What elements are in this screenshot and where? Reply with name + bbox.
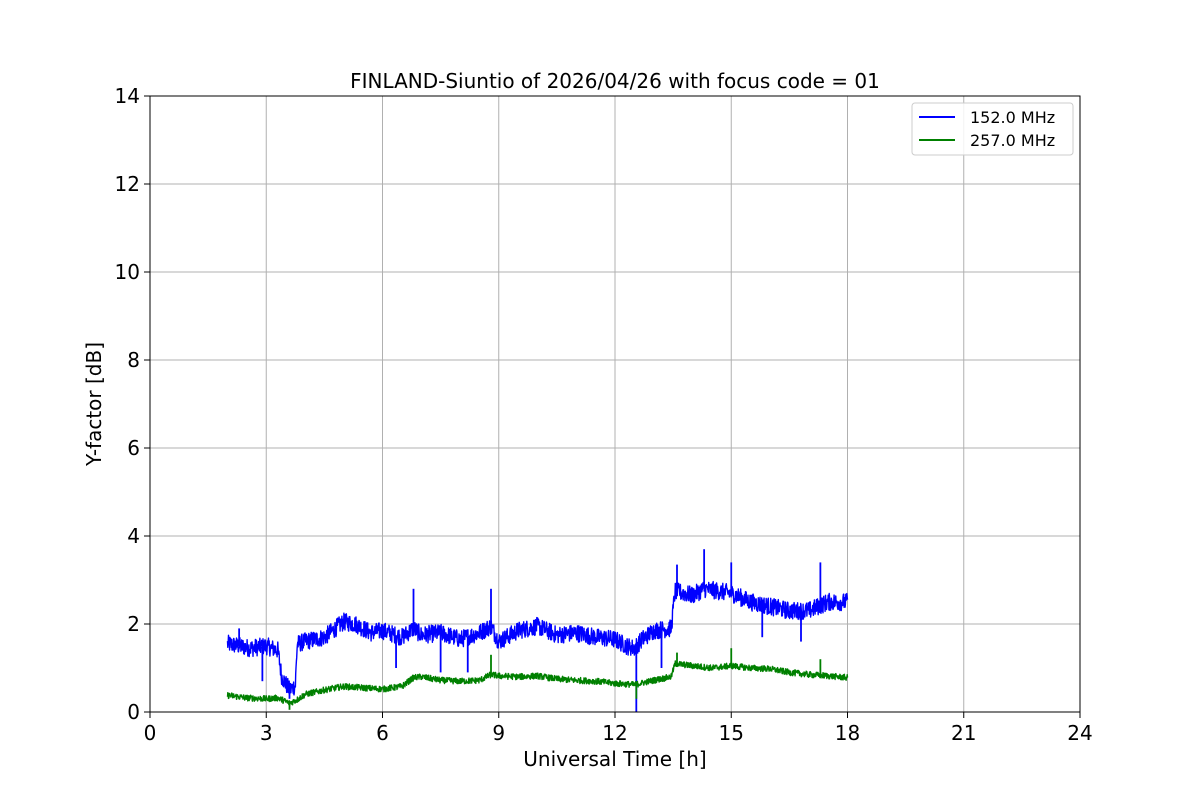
- x-tick-label: 9: [492, 721, 505, 745]
- series-line-1: [226, 580, 849, 696]
- x-tick-label: 24: [1067, 721, 1092, 745]
- y-tick-label: 6: [127, 436, 140, 460]
- x-tick-label: 0: [144, 721, 157, 745]
- x-tick-label: 15: [719, 721, 744, 745]
- y-tick-label: 14: [115, 84, 140, 108]
- y-tick-label: 8: [127, 348, 140, 372]
- legend-label: 152.0 MHz: [970, 108, 1055, 127]
- x-tick-label: 21: [951, 721, 976, 745]
- y-tick-label: 10: [115, 260, 140, 284]
- x-tick-label: 12: [602, 721, 627, 745]
- y-tick-label: 4: [127, 524, 140, 548]
- x-tick-label: 3: [260, 721, 273, 745]
- chart-title: FINLAND-Siuntio of 2026/04/26 with focus…: [350, 69, 880, 93]
- y-tick-label: 2: [127, 612, 140, 636]
- legend-label: 257.0 MHz: [970, 131, 1055, 150]
- series-layer: [226, 549, 849, 712]
- x-tick-label: 6: [376, 721, 389, 745]
- legend: 152.0 MHz 257.0 MHz: [911, 102, 1074, 156]
- x-tick-label: 18: [835, 721, 860, 745]
- y-axis-label: Y-factor [dB]: [82, 342, 106, 467]
- x-axis-label: Universal Time [h]: [523, 747, 706, 771]
- y-tick-label: 12: [115, 172, 140, 196]
- series-line-2: [226, 660, 849, 706]
- y-tick-label: 0: [127, 700, 140, 724]
